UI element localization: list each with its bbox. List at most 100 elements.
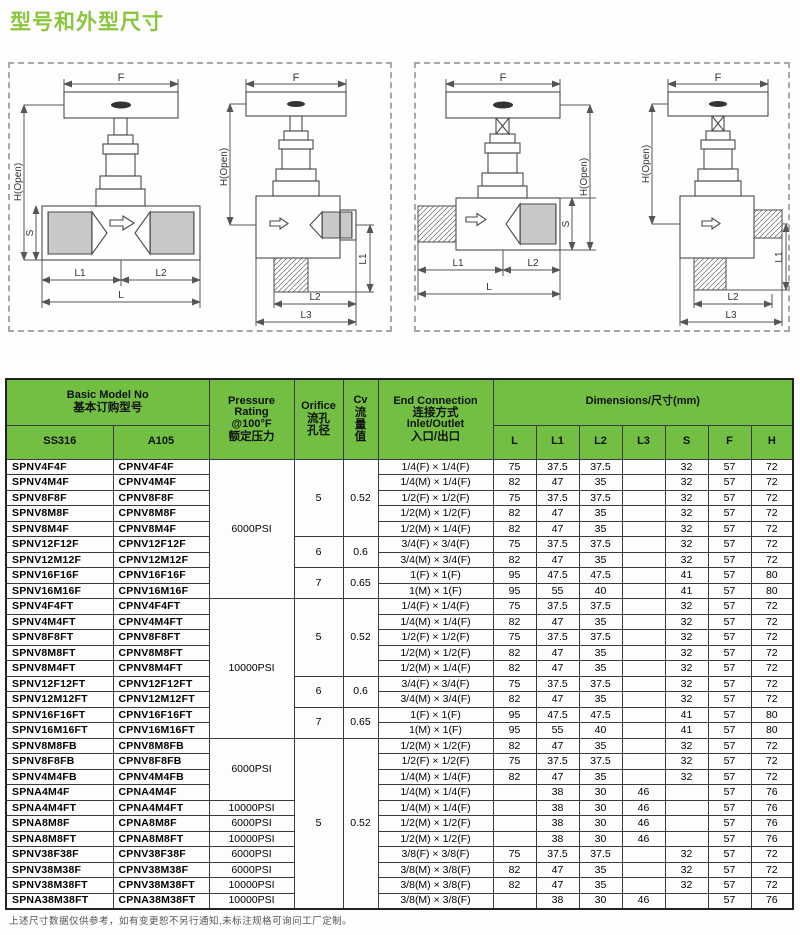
table-cell: 37.5 xyxy=(578,753,623,770)
table-cell: 57 xyxy=(707,489,752,506)
table-cell: 1(F) × 1(F) xyxy=(377,706,494,723)
table-cell: 80 xyxy=(750,706,794,723)
table-cell: 37.5 xyxy=(578,536,623,553)
table-row: SPNV8M4FT CPNV8M4FT 1/2(M) × 1/4(F) 82 47 35 3… xyxy=(5,660,794,677)
table-cell: CPNV8M8F xyxy=(112,505,210,522)
table-cell: 72 xyxy=(750,458,794,475)
table-cell: SPNV4M4FT xyxy=(5,613,114,630)
table-cell xyxy=(492,784,537,801)
drawing-box-male-valves xyxy=(414,62,790,332)
table-cell xyxy=(621,536,666,553)
dim-label-l1: L1 xyxy=(774,251,785,263)
table-cell: 57 xyxy=(707,505,752,522)
table-cell: 1/2(F) × 1/2(F) xyxy=(377,629,494,646)
table-cell xyxy=(621,613,666,630)
table-cell: 35 xyxy=(578,691,623,708)
table-cell: 95 xyxy=(492,706,537,723)
table-cell: 1/4(M) × 1/4(F) xyxy=(377,768,494,785)
table-cell: 0.65 xyxy=(342,706,379,739)
valve-diagram-angle-male: F H(Open) L1 L2 L3 xyxy=(641,72,790,326)
table-cell: 32 xyxy=(664,536,709,553)
table-cell: SPNV38F38F xyxy=(5,846,114,863)
table-cell: 57 xyxy=(707,768,752,785)
header-dim-s: S xyxy=(664,424,709,460)
table-cell: 72 xyxy=(750,474,794,491)
table-cell xyxy=(621,691,666,708)
table-cell: SPNA8M8F xyxy=(5,815,114,832)
table-cell xyxy=(492,815,537,832)
dim-label-h-open: H(Open) xyxy=(579,158,590,196)
table-cell: 6000PSI xyxy=(208,846,295,863)
table-cell: 47 xyxy=(535,474,580,491)
table-cell: SPNV8F8F xyxy=(5,489,114,506)
table-cell: 75 xyxy=(492,675,537,692)
table-cell: CPNA38M38FT xyxy=(112,892,210,909)
table-cell: 82 xyxy=(492,613,537,630)
table-cell: 7 xyxy=(293,567,344,599)
table-cell: CPNV16M16FT xyxy=(112,722,210,739)
table-cell: 37.5 xyxy=(578,629,623,646)
table-cell: CPNV38M38FT xyxy=(112,877,210,894)
table-row: SPNV16F16F CPNV16F16F 7 0.65 1(F) × 1(F) 95 47… xyxy=(5,567,794,599)
table-cell: 1/2(M) × 1/2(F) xyxy=(377,644,494,661)
table-cell: 1(M) × 1(F) xyxy=(377,582,494,599)
table-cell: 95 xyxy=(492,722,537,739)
table-cell: 72 xyxy=(750,598,794,615)
table-cell: 47 xyxy=(535,768,580,785)
table-cell: 38 xyxy=(535,815,580,832)
header-dimensions: Dimensions/尺寸(mm) xyxy=(492,378,794,426)
table-cell: CPNV16F16F xyxy=(112,567,210,584)
table-cell: 57 xyxy=(707,660,752,677)
table-cell: SPNV8M8FT xyxy=(5,644,114,661)
table-cell: 35 xyxy=(578,768,623,785)
table-cell: 75 xyxy=(492,458,537,475)
table-cell: 57 xyxy=(707,706,752,723)
table-cell xyxy=(621,474,666,491)
table-row: SPNV4F4F CPNV4F4F 6000PSI 5 0.52 1/4(F) × 1/4… xyxy=(5,458,794,599)
table-cell: 37.5 xyxy=(535,675,580,692)
table-cell: 1/2(M) × 1/2(F) xyxy=(377,815,494,832)
flow-arrow-icon xyxy=(269,216,289,231)
table-cell: 41 xyxy=(664,567,709,584)
table-cell: 82 xyxy=(492,551,537,568)
table-cell: 82 xyxy=(492,691,537,708)
table-cell: 37.5 xyxy=(535,489,580,506)
table-cell: 10000PSI xyxy=(208,830,295,847)
table-cell: 47.5 xyxy=(578,706,623,723)
table-cell: 32 xyxy=(664,644,709,661)
table-cell xyxy=(621,753,666,770)
dim-label-l2: L2 xyxy=(309,292,321,303)
table-row: SPNV8M8FT CPNV8M8FT 1/2(M) × 1/2(F) 82 47 35 3… xyxy=(5,644,794,661)
table-cell: 1/4(M) × 1/4(F) xyxy=(377,784,494,801)
table-cell: SPNV16F16FT xyxy=(5,706,114,723)
dim-label-l3: L3 xyxy=(725,310,737,321)
table-cell: 76 xyxy=(750,799,794,816)
table-cell: 37.5 xyxy=(578,489,623,506)
table-cell: CPNV16F16FT xyxy=(112,706,210,723)
table-cell: 80 xyxy=(750,582,794,599)
table-cell: 47 xyxy=(535,861,580,878)
table-cell: 57 xyxy=(707,613,752,630)
table-cell: 76 xyxy=(750,815,794,832)
table-cell: 75 xyxy=(492,629,537,646)
table-cell: CPNV12M12FT xyxy=(112,691,210,708)
table-cell: 57 xyxy=(707,753,752,770)
table-cell: CPNV4M4FT xyxy=(112,613,210,630)
flow-arrow-icon xyxy=(109,214,136,232)
table-row: SPNV8M8FB CPNV8M8FB 6000PSI 5 0.52 1/2(M) × 1… xyxy=(5,737,794,909)
table-cell: 57 xyxy=(707,536,752,553)
table-cell: 55 xyxy=(535,582,580,599)
header-a105: A105 xyxy=(112,424,210,460)
header-dim-l2: L2 xyxy=(578,424,623,460)
table-cell xyxy=(621,489,666,506)
table-cell: SPNV8M4FT xyxy=(5,660,114,677)
table-cell: 37.5 xyxy=(535,846,580,863)
table-cell: 32 xyxy=(664,474,709,491)
table-cell: CPNV12F12FT xyxy=(112,675,210,692)
valve-diagram-straight-female: F H(Open) S L1 L2 L xyxy=(14,72,201,308)
table-cell: 3/8(M) × 3/8(F) xyxy=(377,892,494,909)
table-cell: 57 xyxy=(707,830,752,847)
table-cell: 3/8(M) × 3/8(F) xyxy=(377,861,494,878)
table-cell xyxy=(664,815,709,832)
table-cell: 47 xyxy=(535,660,580,677)
